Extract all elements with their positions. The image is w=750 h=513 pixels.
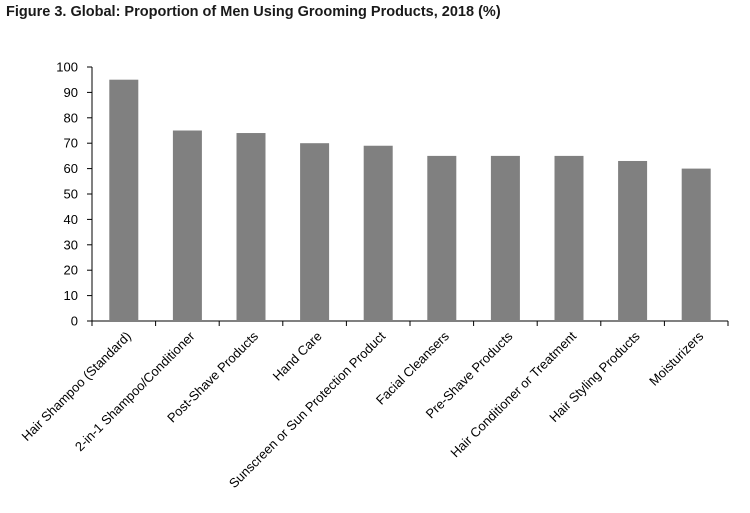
bar — [682, 169, 711, 321]
y-tick-label: 90 — [64, 85, 78, 100]
bar — [364, 146, 393, 321]
x-category-label: 2-in-1 Shampoo/Conditioner — [72, 328, 198, 454]
y-tick-label: 80 — [64, 110, 78, 125]
y-tick-label: 30 — [64, 237, 78, 252]
y-tick-label: 20 — [64, 263, 78, 278]
y-tick-label: 0 — [71, 314, 78, 329]
y-tick-label: 100 — [56, 60, 78, 75]
bar — [491, 156, 520, 321]
y-tick-label: 70 — [64, 136, 78, 151]
y-tick-label: 40 — [64, 212, 78, 227]
bar-chart: 0 10 20 30 40 50 60 70 80 90 100 Hair Shampoo (Stan… — [0, 0, 750, 513]
y-tick-label: 50 — [64, 187, 78, 202]
bar — [618, 161, 647, 321]
y-tick-label: 10 — [64, 288, 78, 303]
x-category-label: Hand Care — [270, 329, 325, 384]
bar — [237, 133, 266, 321]
x-category-label: Moisturizers — [646, 328, 707, 389]
x-category-label: Hair Conditioner or Treatment — [447, 328, 579, 460]
y-tick-label: 60 — [64, 161, 78, 176]
bar — [109, 80, 138, 321]
bar — [300, 143, 329, 321]
bar — [555, 156, 584, 321]
x-category-label: Hair Shampoo (Standard) — [19, 329, 134, 444]
bar — [173, 131, 202, 322]
bar — [427, 156, 456, 321]
